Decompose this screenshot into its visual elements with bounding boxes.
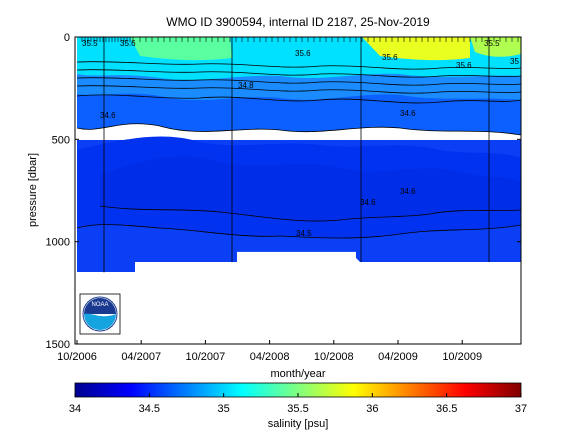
plot-frame <box>74 36 522 345</box>
contour-line <box>76 61 521 70</box>
contour-line <box>76 85 521 94</box>
contour-line <box>76 77 521 86</box>
y-tick-label: 0 <box>64 32 70 44</box>
noaa-logo-text: NOAA <box>91 302 108 308</box>
contour-line <box>76 123 521 136</box>
profile-ticks <box>81 37 519 42</box>
contour-labels: 35.5 35.6 35.6 35.6 35.6 35.5 35 34.8 34… <box>82 39 519 238</box>
x-axis-label: month/year <box>270 368 325 380</box>
no-data-region <box>355 262 521 344</box>
contour-line <box>76 69 521 78</box>
no-data-region <box>237 251 356 344</box>
contour-label: 34.5 <box>296 229 312 238</box>
y-axis: 0 500 1000 1500 <box>46 32 521 351</box>
x-axis: 10/2006 04/2007 10/2007 04/2008 10/2008 04/20… <box>57 340 482 363</box>
contour-line <box>76 94 521 104</box>
contour-label: 35.5 <box>82 39 98 48</box>
contour-lines <box>76 61 521 239</box>
colorbar-ticks: 34 34.5 35 35.5 36 36.5 37 <box>69 393 527 415</box>
colorbar-tick-label: 35.5 <box>287 403 308 415</box>
contour-label: 35.6 <box>456 61 472 70</box>
x-tick-label: 10/2008 <box>314 351 354 363</box>
surface-high-salinity-patch <box>470 37 521 57</box>
colorbar-tick-label: 35 <box>218 403 230 415</box>
colorbar-tick-label: 36.5 <box>436 403 457 415</box>
contour-label: 35.5 <box>484 39 500 48</box>
upper-layer <box>77 90 521 135</box>
plot-area: 35.5 35.6 35.6 35.6 35.6 35.5 35 34.8 34… <box>75 37 521 344</box>
y-tick-label: 500 <box>52 134 70 146</box>
contour-label: 34.6 <box>100 111 116 120</box>
colorbar-tick-label: 36 <box>366 403 378 415</box>
contour-label: 35 <box>510 57 519 66</box>
x-tick-label: 10/2009 <box>442 351 482 363</box>
contour-label: 35.6 <box>120 39 136 48</box>
colorbar-label: salinity [psu] <box>268 418 329 430</box>
chart-title: WMO ID 3900594, internal ID 2187, 25-Nov… <box>166 15 430 29</box>
y-tick-label: 1500 <box>46 339 70 351</box>
contour-label: 34.6 <box>400 109 416 118</box>
x-tick-label: 04/2009 <box>378 351 418 363</box>
contour-label: 35.6 <box>382 53 398 62</box>
y-tick-label: 1000 <box>46 237 70 249</box>
y-axis-label: pressure [dbar] <box>27 153 39 227</box>
x-tick-label: 10/2006 <box>57 351 97 363</box>
colorbar-tick-label: 34.5 <box>139 403 160 415</box>
core-layer <box>100 156 521 222</box>
x-tick-label: 04/2007 <box>121 351 161 363</box>
colorbar-tick-label: 34 <box>69 403 81 415</box>
x-tick-label: 10/2007 <box>186 351 226 363</box>
surface-high-salinity-patch <box>362 37 470 61</box>
contour-label: 34.6 <box>400 187 416 196</box>
contour-line <box>99 205 521 222</box>
contour-label: 34.8 <box>238 81 254 90</box>
colorbar-tick-label: 37 <box>515 403 527 415</box>
noaa-logo: NOAA <box>79 293 121 335</box>
no-data-region <box>135 262 238 344</box>
contour-label: 34.6 <box>360 198 376 207</box>
x-tick-label: 04/2008 <box>250 351 290 363</box>
contour-label: 35.6 <box>295 49 311 58</box>
surface-high-salinity-patch <box>130 37 232 61</box>
contour-line <box>76 224 521 239</box>
